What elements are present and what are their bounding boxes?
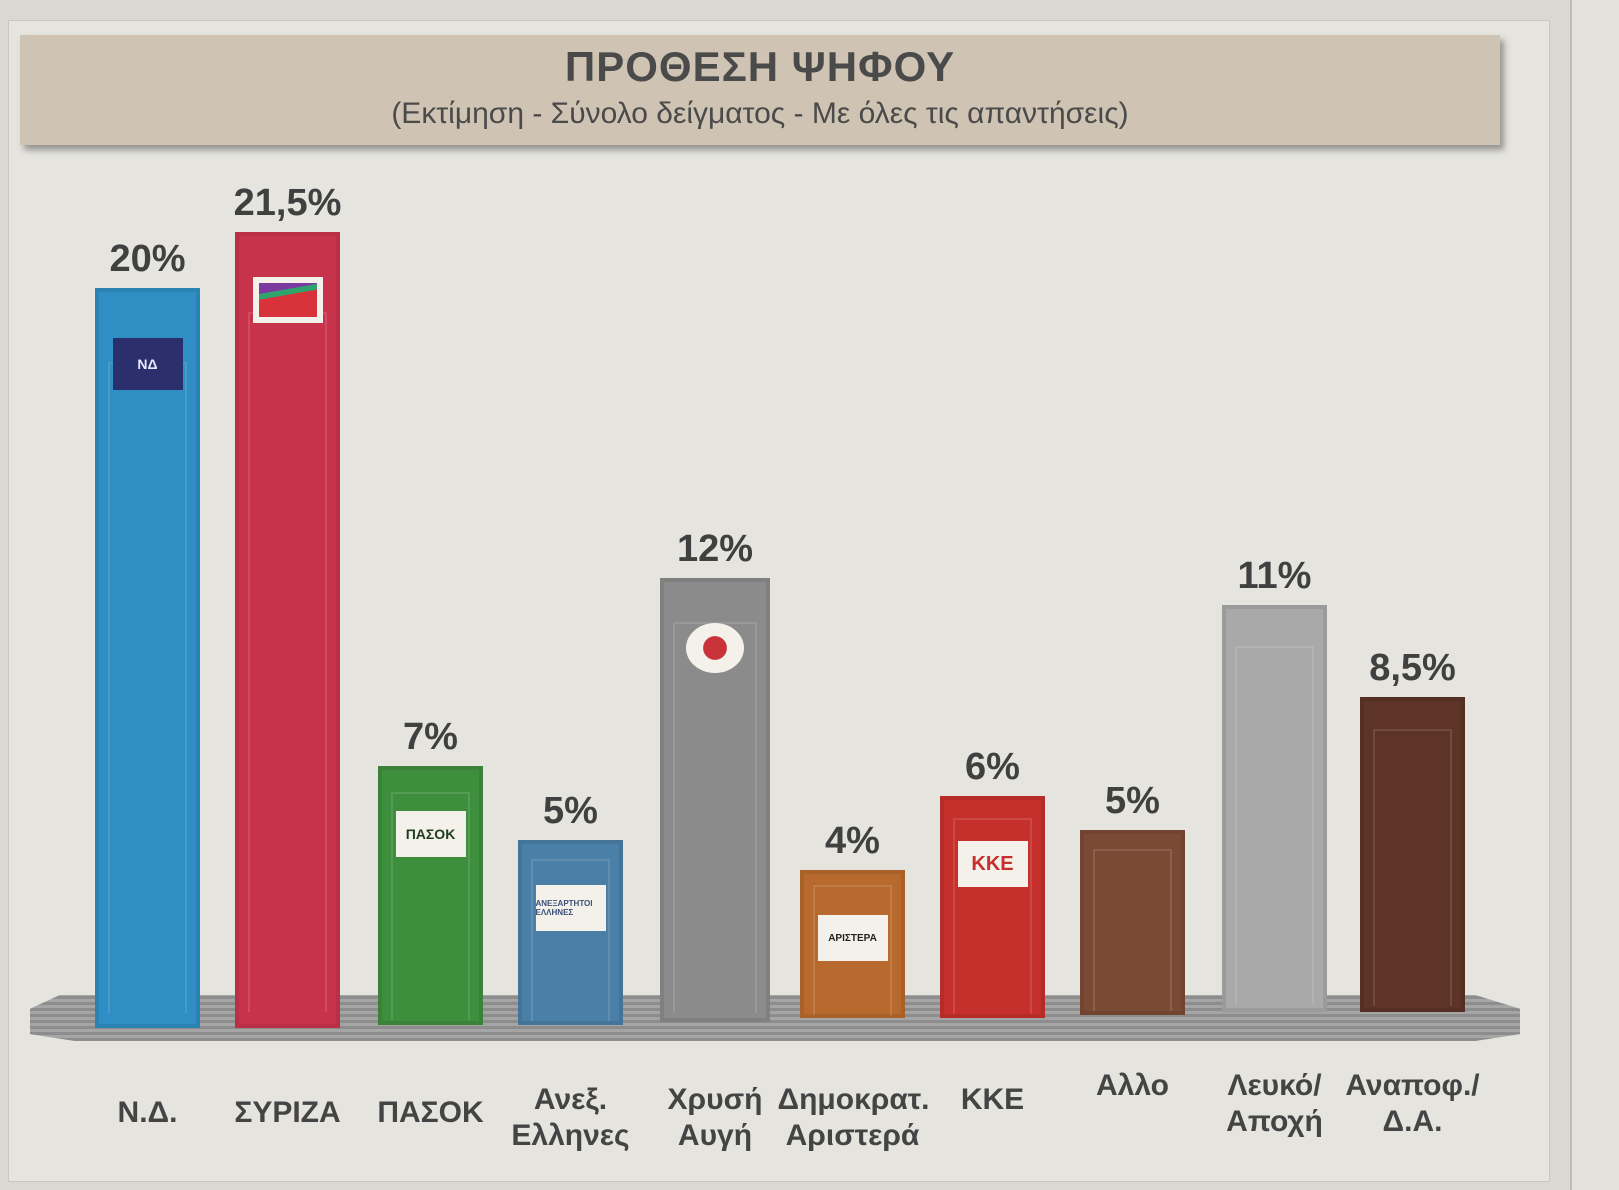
bar-inner-frame bbox=[390, 791, 471, 1020]
category-label-line1: Ανεξ. bbox=[533, 1083, 608, 1116]
bar-inner-frame bbox=[673, 622, 757, 1014]
party-logo-icon bbox=[686, 623, 744, 673]
category-label-line2: Ελληνες bbox=[511, 1119, 630, 1152]
category-label-line1: Αναποφ./ bbox=[1345, 1069, 1480, 1102]
category-label-line1: Αλλο bbox=[1096, 1069, 1169, 1102]
category-label: Δημοκρατ. Αριστερά bbox=[777, 1082, 930, 1154]
category-label: ΣΥΡΙΖΑ bbox=[213, 1095, 363, 1131]
chart-title: ΠΡΟΘΕΣΗ ΨΗΦΟΥ bbox=[564, 43, 956, 90]
bar-value-label: 4% bbox=[825, 820, 880, 862]
bar-value-label: 5% bbox=[1105, 780, 1160, 822]
category-label-line2: Δ.Α. bbox=[1382, 1105, 1443, 1138]
party-logo-icon: ΠΑΣΟΚ bbox=[395, 811, 466, 857]
category-label: Αναποφ./Δ.Α. bbox=[1338, 1068, 1488, 1140]
bar-value-label: 6% bbox=[965, 746, 1020, 788]
bar-inner-frame bbox=[247, 311, 328, 1013]
bar: ΑΡΙΣΤΕΡΑ bbox=[800, 870, 905, 1018]
bar-value-label: 21,5% bbox=[233, 182, 342, 224]
bar-inner-frame bbox=[1372, 728, 1453, 1006]
category-label: Χρυσή Αυγή bbox=[640, 1082, 790, 1154]
party-logo-icon: ΝΔ bbox=[112, 338, 183, 390]
party-logo-icon bbox=[252, 277, 323, 323]
category-label: Ανεξ. Ελληνες bbox=[496, 1082, 646, 1154]
category-label: Λευκό/Αποχή bbox=[1200, 1068, 1350, 1140]
bar: ΠΑΣΟΚ bbox=[378, 766, 483, 1025]
chart-subtitle: (Εκτίμηση - Σύνολο δείγματος - Με όλες τ… bbox=[391, 97, 1129, 130]
bar-inner-frame bbox=[812, 884, 893, 1016]
bar bbox=[1080, 830, 1185, 1015]
bar-inner-frame bbox=[952, 818, 1033, 1014]
category-label-line2: Αυγή bbox=[677, 1119, 753, 1152]
category-label-line1: ΚΚΕ bbox=[960, 1083, 1025, 1116]
chart-header: ΠΡΟΘΕΣΗ ΨΗΦΟΥ (Εκτίμηση - Σύνολο δείγματ… bbox=[20, 35, 1500, 145]
category-label-line1: ΣΥΡΙΖΑ bbox=[234, 1096, 341, 1129]
bar: ΝΔ bbox=[95, 288, 200, 1028]
party-logo-text: ΠΑΣΟΚ bbox=[405, 826, 456, 842]
bar-inner-frame bbox=[1092, 848, 1173, 1012]
bar-inner-frame bbox=[107, 362, 188, 1014]
bar-inner-frame bbox=[1234, 645, 1315, 1004]
bar-inner-frame bbox=[530, 858, 611, 1022]
category-label-line1: Ν.Δ. bbox=[117, 1096, 178, 1129]
party-logo-icon: ΑΡΙΣΤΕΡΑ bbox=[817, 915, 888, 961]
party-logo-text: ΑΝΕΞΑΡΤΗΤΟΙ ΕΛΛΗΝΕΣ bbox=[535, 899, 593, 917]
bar-value-label: 12% bbox=[676, 528, 754, 570]
category-label: ΚΚΕ bbox=[918, 1082, 1068, 1118]
party-logo-icon: ΑΝΕΞΑΡΤΗΤΟΙ ΕΛΛΗΝΕΣ bbox=[535, 885, 606, 931]
category-label-line1: Δημοκρατ. bbox=[777, 1083, 930, 1116]
party-logo-text: ΝΔ bbox=[137, 356, 158, 372]
category-label: Αλλο bbox=[1058, 1068, 1208, 1104]
bar-value-label: 8,5% bbox=[1369, 647, 1456, 689]
category-label-line1: ΠΑΣΟΚ bbox=[377, 1096, 484, 1129]
party-logo-icon: ΚΚΕ bbox=[957, 841, 1028, 887]
bar: ΑΝΕΞΑΡΤΗΤΟΙ ΕΛΛΗΝΕΣ bbox=[518, 840, 623, 1025]
party-logo-text: ΑΡΙΣΤΕΡΑ bbox=[828, 932, 877, 944]
bar bbox=[1360, 697, 1465, 1012]
category-label-line2: Αριστερά bbox=[785, 1119, 920, 1152]
adjacent-page-edge bbox=[1570, 0, 1619, 1190]
category-label-line1: Χρυσή bbox=[667, 1083, 763, 1116]
bar bbox=[235, 232, 340, 1028]
party-logo-text: ΚΚΕ bbox=[971, 852, 1014, 875]
category-label: ΠΑΣΟΚ bbox=[356, 1095, 506, 1131]
category-label: Ν.Δ. bbox=[73, 1095, 223, 1131]
bar: ΚΚΕ bbox=[940, 796, 1045, 1018]
bar bbox=[660, 578, 770, 1022]
bar-value-label: 20% bbox=[109, 238, 186, 280]
bar-value-label: 7% bbox=[403, 716, 458, 758]
category-label-line1: Λευκό/ bbox=[1227, 1069, 1322, 1102]
bar-value-label: 11% bbox=[1237, 555, 1312, 597]
bar-value-label: 5% bbox=[543, 790, 598, 832]
category-label-line2: Αποχή bbox=[1226, 1105, 1323, 1138]
bar bbox=[1222, 605, 1327, 1012]
